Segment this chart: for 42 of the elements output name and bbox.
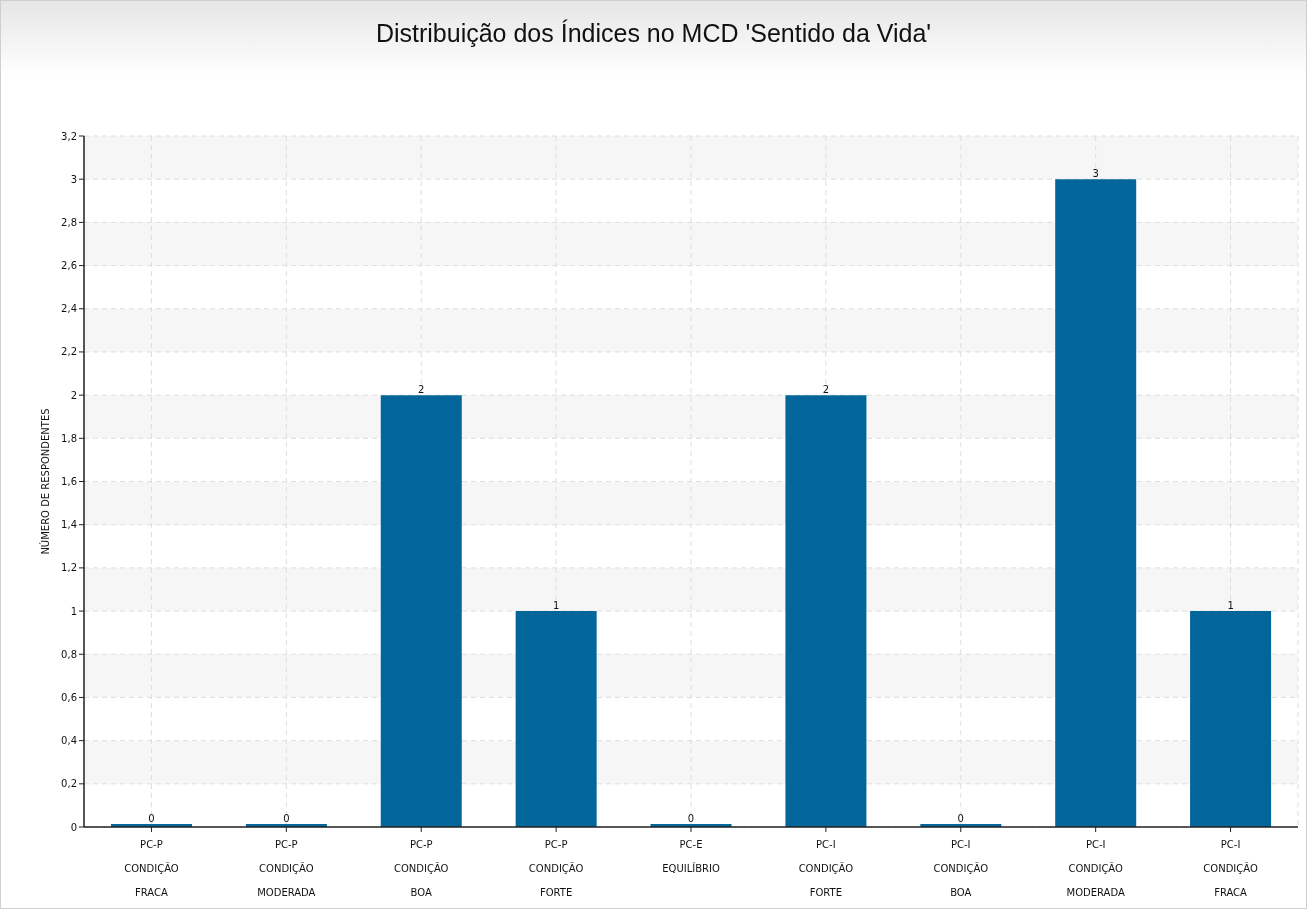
y-tick-label: 2,6 bbox=[61, 260, 77, 272]
y-tick-label: 1,4 bbox=[61, 519, 77, 531]
category-label: PC-P CONDIÇÃO BOA bbox=[393, 839, 449, 898]
y-tick-label: 0,8 bbox=[61, 648, 77, 660]
bar bbox=[380, 395, 462, 827]
category-label: PC-I CONDIÇÃO BOA bbox=[933, 839, 989, 898]
y-tick-label: 1,6 bbox=[61, 476, 77, 488]
data-label: 1 bbox=[1227, 600, 1234, 612]
data-label: 1 bbox=[552, 600, 560, 612]
data-label: 0 bbox=[148, 813, 155, 824]
bar bbox=[1055, 179, 1137, 827]
data-label: 2 bbox=[822, 384, 830, 396]
y-tick-label: 0 bbox=[70, 821, 77, 833]
category-label: PC-P CONDIÇÃO FORTE bbox=[528, 839, 584, 898]
category-label: PC-P CONDIÇÃO MODERADA bbox=[257, 839, 316, 898]
data-label: 0 bbox=[283, 813, 290, 824]
y-tick-label: 3,2 bbox=[61, 130, 77, 142]
y-tick-label: 0,6 bbox=[61, 691, 77, 703]
chart-title: Distribuição dos Índices no MCD 'Sentido da Vida' bbox=[374, 19, 933, 48]
data-label: 3 bbox=[1092, 168, 1099, 180]
category-label: PC-I CONDIÇÃO FRACA bbox=[1203, 839, 1258, 898]
category-label: PC-E EQUILÍBRIO bbox=[662, 839, 720, 874]
y-tick-label: 2,4 bbox=[61, 303, 77, 315]
y-tick-label: 1,8 bbox=[61, 432, 77, 444]
y-axis-title: NÚMERO DE RESPONDENTES bbox=[39, 408, 51, 555]
category-label: PC-I CONDIÇÃO FORTE bbox=[798, 839, 854, 898]
bar bbox=[515, 611, 597, 827]
y-tick-label: 0,4 bbox=[61, 735, 77, 747]
y-tick-label: 3 bbox=[70, 173, 77, 185]
bar bbox=[785, 395, 867, 827]
y-tick-label: 2,8 bbox=[61, 216, 77, 228]
y-tick-label: 1 bbox=[70, 605, 77, 617]
data-label: 2 bbox=[418, 384, 425, 396]
data-label: 0 bbox=[687, 813, 695, 824]
y-tick-label: 0,2 bbox=[61, 778, 77, 790]
y-tick-label: 2 bbox=[70, 389, 77, 401]
category-label: PC-I CONDIÇÃO MODERADA bbox=[1066, 839, 1125, 898]
y-tick-label: 1,2 bbox=[61, 562, 77, 574]
data-label: 0 bbox=[957, 813, 964, 824]
category-label: PC-P CONDIÇÃO FRACA bbox=[124, 839, 179, 898]
bar bbox=[1190, 611, 1272, 827]
y-tick-label: 2,2 bbox=[61, 346, 77, 358]
